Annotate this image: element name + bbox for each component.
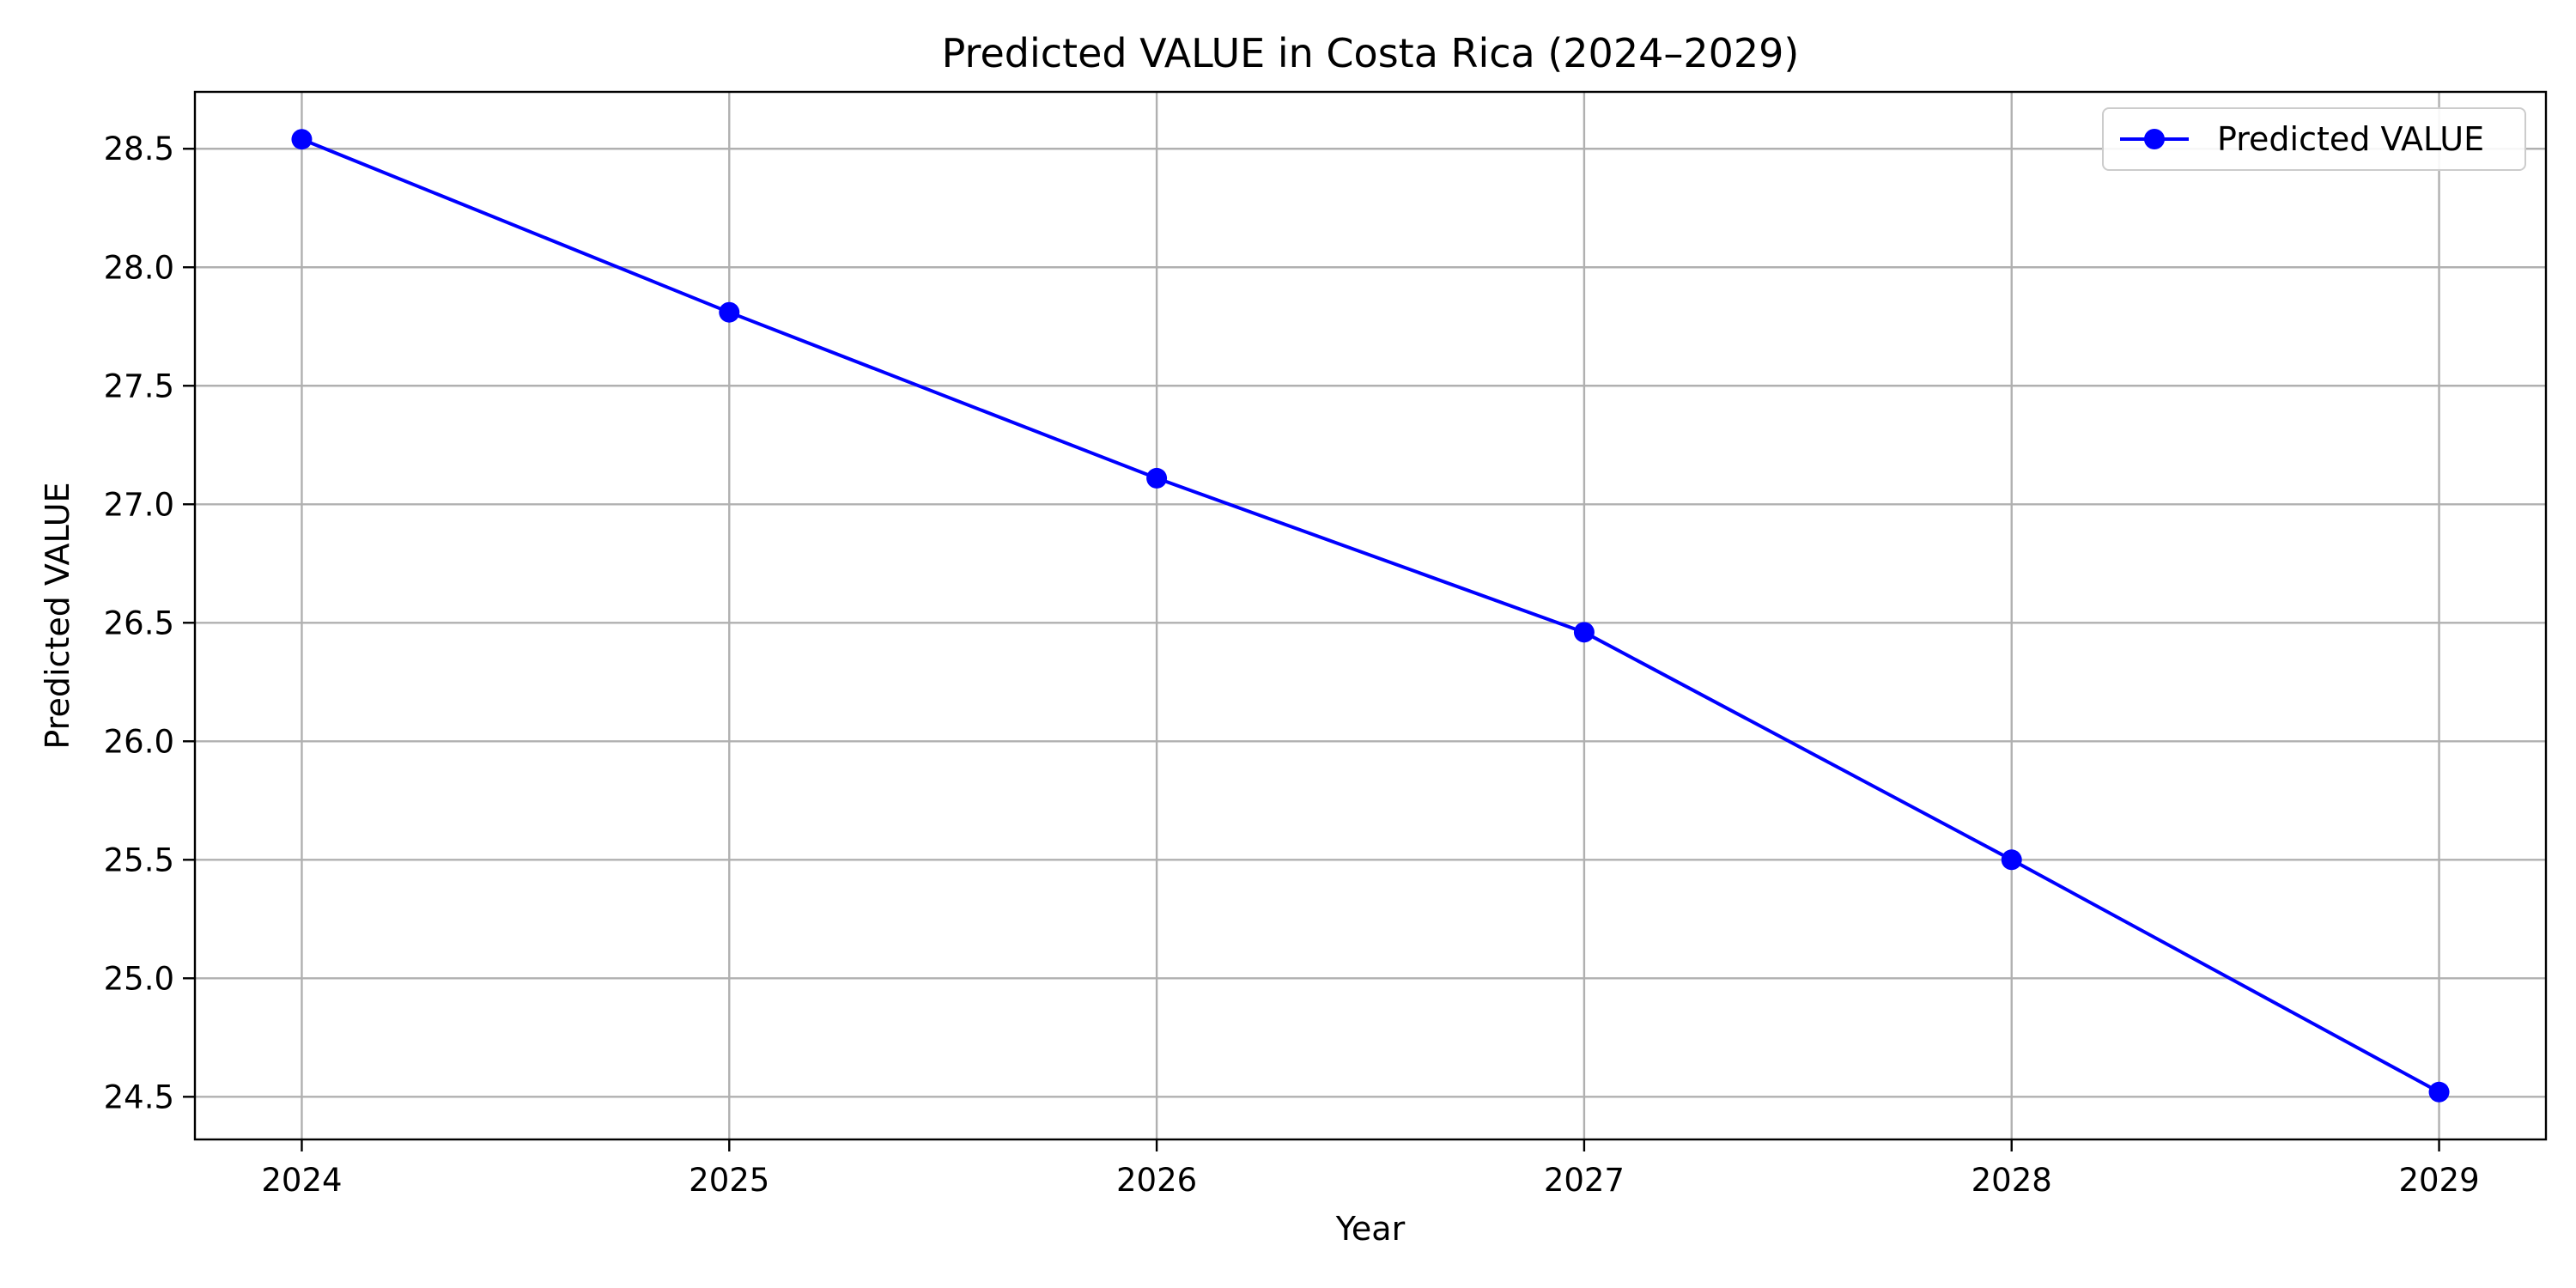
y-tick-label: 26.0 <box>104 723 174 760</box>
data-point <box>719 301 740 323</box>
x-tick-label: 2026 <box>1116 1162 1197 1199</box>
legend-marker-swatch <box>2144 129 2165 149</box>
y-tick-label: 25.5 <box>104 841 174 878</box>
data-point <box>2001 849 2022 871</box>
series-line <box>301 137 2440 1094</box>
chart-title: Predicted VALUE in Costa Rica (2024–2029… <box>942 30 1800 76</box>
x-axis: 2024 2025 2026 2027 2028 2029 <box>261 1139 2480 1199</box>
y-tick-label: 28.0 <box>104 249 174 286</box>
legend-label: Predicted VALUE <box>2217 120 2484 158</box>
x-tick-label: 2025 <box>689 1162 769 1199</box>
y-tick-label: 27.0 <box>104 486 174 523</box>
x-tick-label: 2024 <box>261 1162 342 1199</box>
x-axis-label: Year <box>1335 1210 1406 1248</box>
y-tick-label: 26.5 <box>104 605 174 641</box>
y-tick-label: 27.5 <box>104 368 174 404</box>
data-point <box>1573 622 1595 643</box>
y-tick-label: 25.0 <box>104 960 174 997</box>
grid <box>195 92 2546 1139</box>
x-tick-label: 2027 <box>1544 1162 1625 1199</box>
legend: Predicted VALUE <box>2102 107 2526 171</box>
x-tick-label: 2029 <box>2398 1162 2479 1199</box>
y-axis: 24.5 25.0 25.5 26.0 26.5 27.0 27.5 28.0 28.5 <box>104 131 195 1115</box>
axes-frame <box>193 90 2548 1141</box>
data-point <box>2428 1081 2450 1103</box>
legend-box <box>2102 107 2526 171</box>
data-point <box>291 129 313 150</box>
plot-area <box>291 129 2450 1103</box>
y-tick-label: 24.5 <box>104 1078 174 1115</box>
data-point <box>1146 467 1168 489</box>
y-axis-label: Predicted VALUE <box>39 482 76 749</box>
x-tick-label: 2028 <box>1971 1162 2052 1199</box>
y-tick-label: 28.5 <box>104 131 174 167</box>
